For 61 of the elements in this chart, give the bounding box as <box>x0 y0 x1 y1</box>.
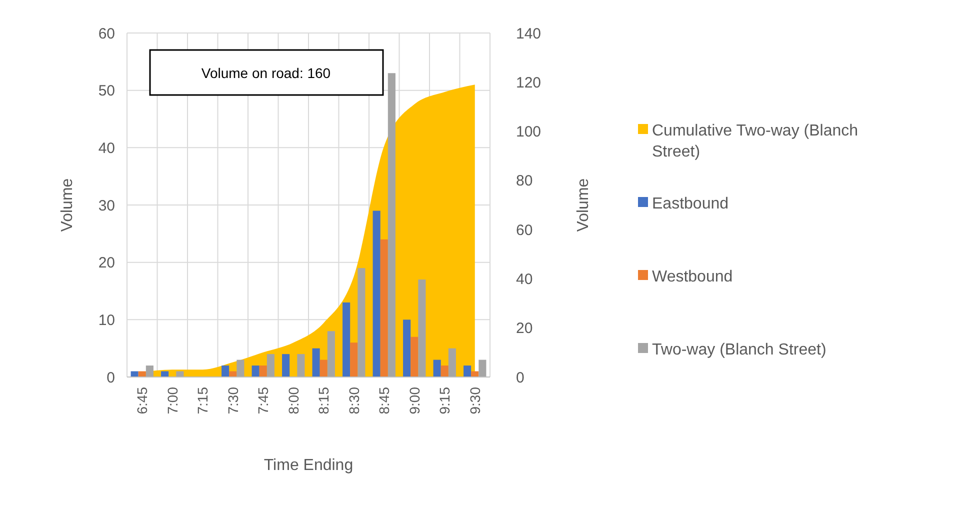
bar <box>418 280 426 377</box>
y-tick-label: 20 <box>98 254 115 272</box>
bar <box>350 342 358 377</box>
y2-tick-label: 80 <box>516 172 533 190</box>
x-axis-title: Time Ending <box>264 457 354 474</box>
annotation: Volume on road: 160 <box>201 64 331 81</box>
y2-tick-label: 140 <box>516 25 542 42</box>
y2-tick-label: 20 <box>516 320 533 338</box>
bar <box>222 366 230 377</box>
bar <box>236 360 244 377</box>
y-tick-label: 50 <box>98 82 115 100</box>
bar <box>440 366 448 377</box>
bar <box>297 354 305 377</box>
bar <box>448 348 456 377</box>
x-tick-label: 9:15 <box>436 386 453 414</box>
bar <box>380 239 388 377</box>
bar <box>146 366 154 377</box>
y2-tick-label: 60 <box>516 222 533 239</box>
bar <box>464 366 472 377</box>
bar <box>358 268 366 377</box>
bar <box>282 354 290 377</box>
x-tick-label: 8:15 <box>316 386 332 414</box>
x-tick-label: 7:15 <box>194 386 211 414</box>
legend-label: Westbound <box>652 268 733 286</box>
y-tick-label: 10 <box>98 312 115 329</box>
y2-tick-label: 40 <box>516 270 533 288</box>
legend-label: Two-way (Blanch Street) <box>652 342 826 359</box>
y2-tick-label: 120 <box>516 74 542 92</box>
x-tick-label: 7:00 <box>164 386 180 414</box>
bar <box>410 336 418 377</box>
legend-label: Eastbound <box>652 196 729 213</box>
bar <box>478 360 486 377</box>
x-tick-label: 6:45 <box>134 386 150 414</box>
bar <box>320 360 328 377</box>
y-tick-label: 30 <box>98 197 115 214</box>
bar <box>312 348 320 377</box>
bar <box>252 366 260 377</box>
x-tick-label: 9:30 <box>466 386 483 414</box>
bar <box>372 210 380 377</box>
x-tick-label: 7:45 <box>255 386 272 414</box>
x-tick-label: 7:30 <box>224 386 241 414</box>
bar <box>259 366 267 377</box>
bar <box>327 331 335 377</box>
y2-axis-title: Volume <box>575 178 592 232</box>
y-tick-label: 0 <box>106 369 115 386</box>
bar <box>266 354 274 377</box>
legend-label: Cumulative Two-way (Blanch Street) <box>652 122 858 160</box>
x-tick-label: 8:00 <box>285 386 302 414</box>
x-tick-label: 8:30 <box>346 386 362 414</box>
y2-tick-label: 0 <box>516 369 524 386</box>
text-box: Volume on road: 160 <box>149 49 384 96</box>
x-tick-label: 9:00 <box>406 386 422 414</box>
y-tick-label: 40 <box>98 140 115 157</box>
bar <box>388 73 396 377</box>
bar <box>342 302 350 377</box>
y2-tick-label: 100 <box>516 124 542 141</box>
bar <box>433 360 441 377</box>
y-tick-label: 60 <box>98 25 115 42</box>
y-axis-title: Volume <box>59 178 76 232</box>
bar <box>403 320 411 377</box>
x-tick-label: 8:45 <box>376 386 392 414</box>
